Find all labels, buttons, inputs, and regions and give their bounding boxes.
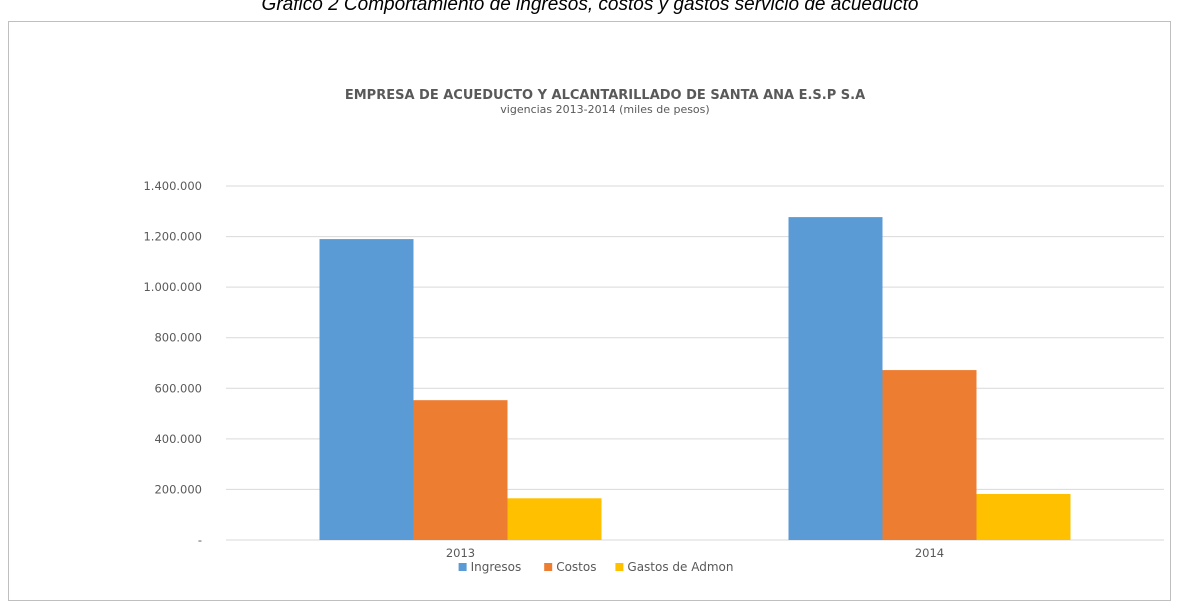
bar-costos-2014	[882, 370, 977, 540]
y-tick-label: 1.000.000	[143, 280, 202, 294]
bars	[319, 217, 1071, 540]
legend-swatch	[458, 563, 467, 571]
legend-swatch	[544, 563, 553, 571]
bar-gastos-de-admon-2013	[507, 498, 602, 540]
chart-subtitle: vigencias 2013-2014 (miles de pesos)	[500, 103, 709, 116]
y-tick-label: 600.000	[154, 381, 202, 395]
y-tick-label: -	[198, 533, 202, 547]
legend: Ingresos Costos Gastos de Admon	[458, 560, 733, 574]
x-tick-label: 2013	[446, 546, 475, 560]
bar-chart: EMPRESA DE ACUEDUCTO Y ALCANTARILLADO DE…	[143, 88, 1164, 574]
x-tick-label: 2014	[915, 546, 944, 560]
chart-title: EMPRESA DE ACUEDUCTO Y ALCANTARILLADO DE…	[345, 88, 865, 103]
y-tick-label: 1.200.000	[143, 230, 202, 244]
y-tick-label: 1.400.000	[143, 179, 202, 193]
legend-label: Gastos de Admon	[627, 560, 733, 574]
x-axis: 2013 2014	[446, 546, 944, 560]
legend-label: Costos	[556, 560, 596, 574]
y-tick-label: 400.000	[154, 432, 202, 446]
bar-ingresos-2013	[319, 239, 414, 540]
y-tick-label: 800.000	[154, 331, 202, 345]
bar-ingresos-2014	[788, 217, 883, 540]
y-axis: - 200.000 400.000 600.000 800.000 1.000.000 1.…	[143, 179, 202, 547]
figure-caption: Gráfico 2 Comportamiento de ingresos, co…	[261, 0, 919, 15]
legend-label: Ingresos	[471, 560, 522, 574]
y-tick-label: 200.000	[154, 482, 202, 496]
legend-swatch	[615, 563, 624, 571]
bar-costos-2013	[413, 400, 508, 540]
bar-gastos-de-admon-2014	[976, 493, 1071, 540]
